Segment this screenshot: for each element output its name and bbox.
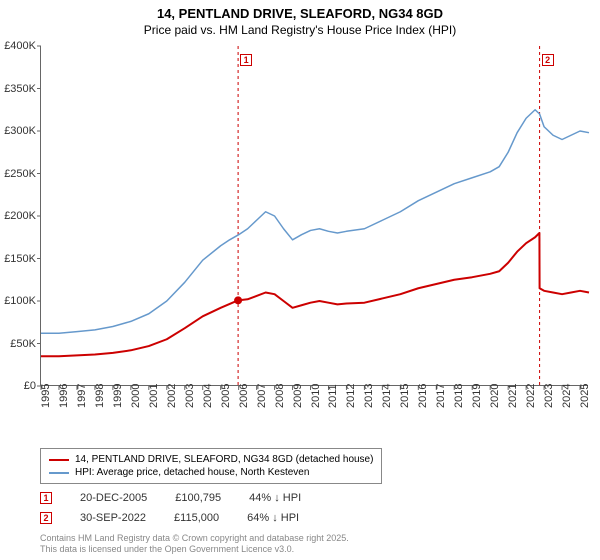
chart-subtitle: Price paid vs. HM Land Registry's House …	[0, 23, 600, 37]
sale-price: £115,000	[174, 512, 219, 524]
x-tick-label: 2012	[345, 384, 357, 408]
x-tick-label: 2021	[507, 384, 519, 408]
sale-price: £100,795	[175, 492, 221, 504]
x-tick-label: 1998	[94, 384, 106, 408]
x-tick-label: 2005	[220, 384, 232, 408]
sale-marker-flag: 1	[240, 54, 252, 66]
x-tick-label: 2004	[202, 384, 214, 408]
legend-swatch	[49, 472, 69, 474]
x-tick-label: 2011	[327, 384, 339, 408]
plot-svg	[41, 46, 589, 386]
chart-area: £0£50K£100K£150K£200K£250K£300K£350K£400…	[40, 46, 588, 406]
x-tick-label: 1995	[40, 384, 52, 408]
y-tick-label: £200K	[0, 210, 36, 222]
y-tick-label: £100K	[0, 295, 36, 307]
x-tick-label: 2001	[148, 384, 160, 408]
chart-container: 14, PENTLAND DRIVE, SLEAFORD, NG34 8GD P…	[0, 0, 600, 560]
x-tick-label: 2008	[274, 384, 286, 408]
title-block: 14, PENTLAND DRIVE, SLEAFORD, NG34 8GD P…	[0, 0, 600, 37]
legend-label: 14, PENTLAND DRIVE, SLEAFORD, NG34 8GD (…	[75, 454, 373, 465]
y-tick-label: £0	[0, 380, 36, 392]
x-tick-label: 2013	[363, 384, 375, 408]
sale-date: 30-SEP-2022	[80, 512, 146, 524]
x-tick-label: 2017	[435, 384, 447, 408]
y-tick-label: £250K	[0, 168, 36, 180]
x-tick-label: 2000	[130, 384, 142, 408]
y-tick-label: £350K	[0, 83, 36, 95]
y-tick-label: £50K	[0, 338, 36, 350]
x-tick-label: 2022	[525, 384, 537, 408]
y-tick-label: £150K	[0, 253, 36, 265]
x-tick-label: 2020	[489, 384, 501, 408]
legend-item: 14, PENTLAND DRIVE, SLEAFORD, NG34 8GD (…	[49, 453, 373, 466]
x-tick-label: 2006	[238, 384, 250, 408]
sale-marker-icon: 1	[40, 492, 52, 504]
legend-label: HPI: Average price, detached house, Nort…	[75, 467, 309, 478]
x-tick-label: 2002	[166, 384, 178, 408]
plot-region	[40, 46, 588, 386]
x-tick-label: 2014	[381, 384, 393, 408]
x-tick-label: 2024	[561, 384, 573, 408]
footer-line: Contains HM Land Registry data © Crown c…	[40, 533, 349, 545]
sale-delta: 44% ↓ HPI	[249, 492, 301, 504]
y-tick-label: £400K	[0, 40, 36, 52]
legend-item: HPI: Average price, detached house, Nort…	[49, 466, 373, 479]
x-tick-label: 2018	[453, 384, 465, 408]
sale-marker-flag: 2	[542, 54, 554, 66]
sale-date: 20-DEC-2005	[80, 492, 147, 504]
sale-row: 1 20-DEC-2005 £100,795 44% ↓ HPI	[40, 492, 301, 504]
sale-delta: 64% ↓ HPI	[247, 512, 299, 524]
sale-row: 2 30-SEP-2022 £115,000 64% ↓ HPI	[40, 512, 299, 524]
x-tick-label: 2009	[292, 384, 304, 408]
legend: 14, PENTLAND DRIVE, SLEAFORD, NG34 8GD (…	[40, 448, 382, 484]
x-tick-label: 2025	[579, 384, 591, 408]
x-tick-label: 2019	[471, 384, 483, 408]
x-tick-label: 1996	[58, 384, 70, 408]
sale-marker-icon: 2	[40, 512, 52, 524]
x-tick-label: 2016	[417, 384, 429, 408]
x-tick-label: 2007	[256, 384, 268, 408]
x-tick-label: 2015	[399, 384, 411, 408]
y-tick-label: £300K	[0, 125, 36, 137]
x-tick-label: 1997	[76, 384, 88, 408]
legend-swatch	[49, 459, 69, 461]
footer-line: This data is licensed under the Open Gov…	[40, 544, 349, 556]
x-tick-label: 2010	[310, 384, 322, 408]
x-tick-label: 2003	[184, 384, 196, 408]
x-tick-label: 1999	[112, 384, 124, 408]
x-tick-label: 2023	[543, 384, 555, 408]
chart-title: 14, PENTLAND DRIVE, SLEAFORD, NG34 8GD	[0, 6, 600, 21]
footer-attribution: Contains HM Land Registry data © Crown c…	[40, 533, 349, 556]
